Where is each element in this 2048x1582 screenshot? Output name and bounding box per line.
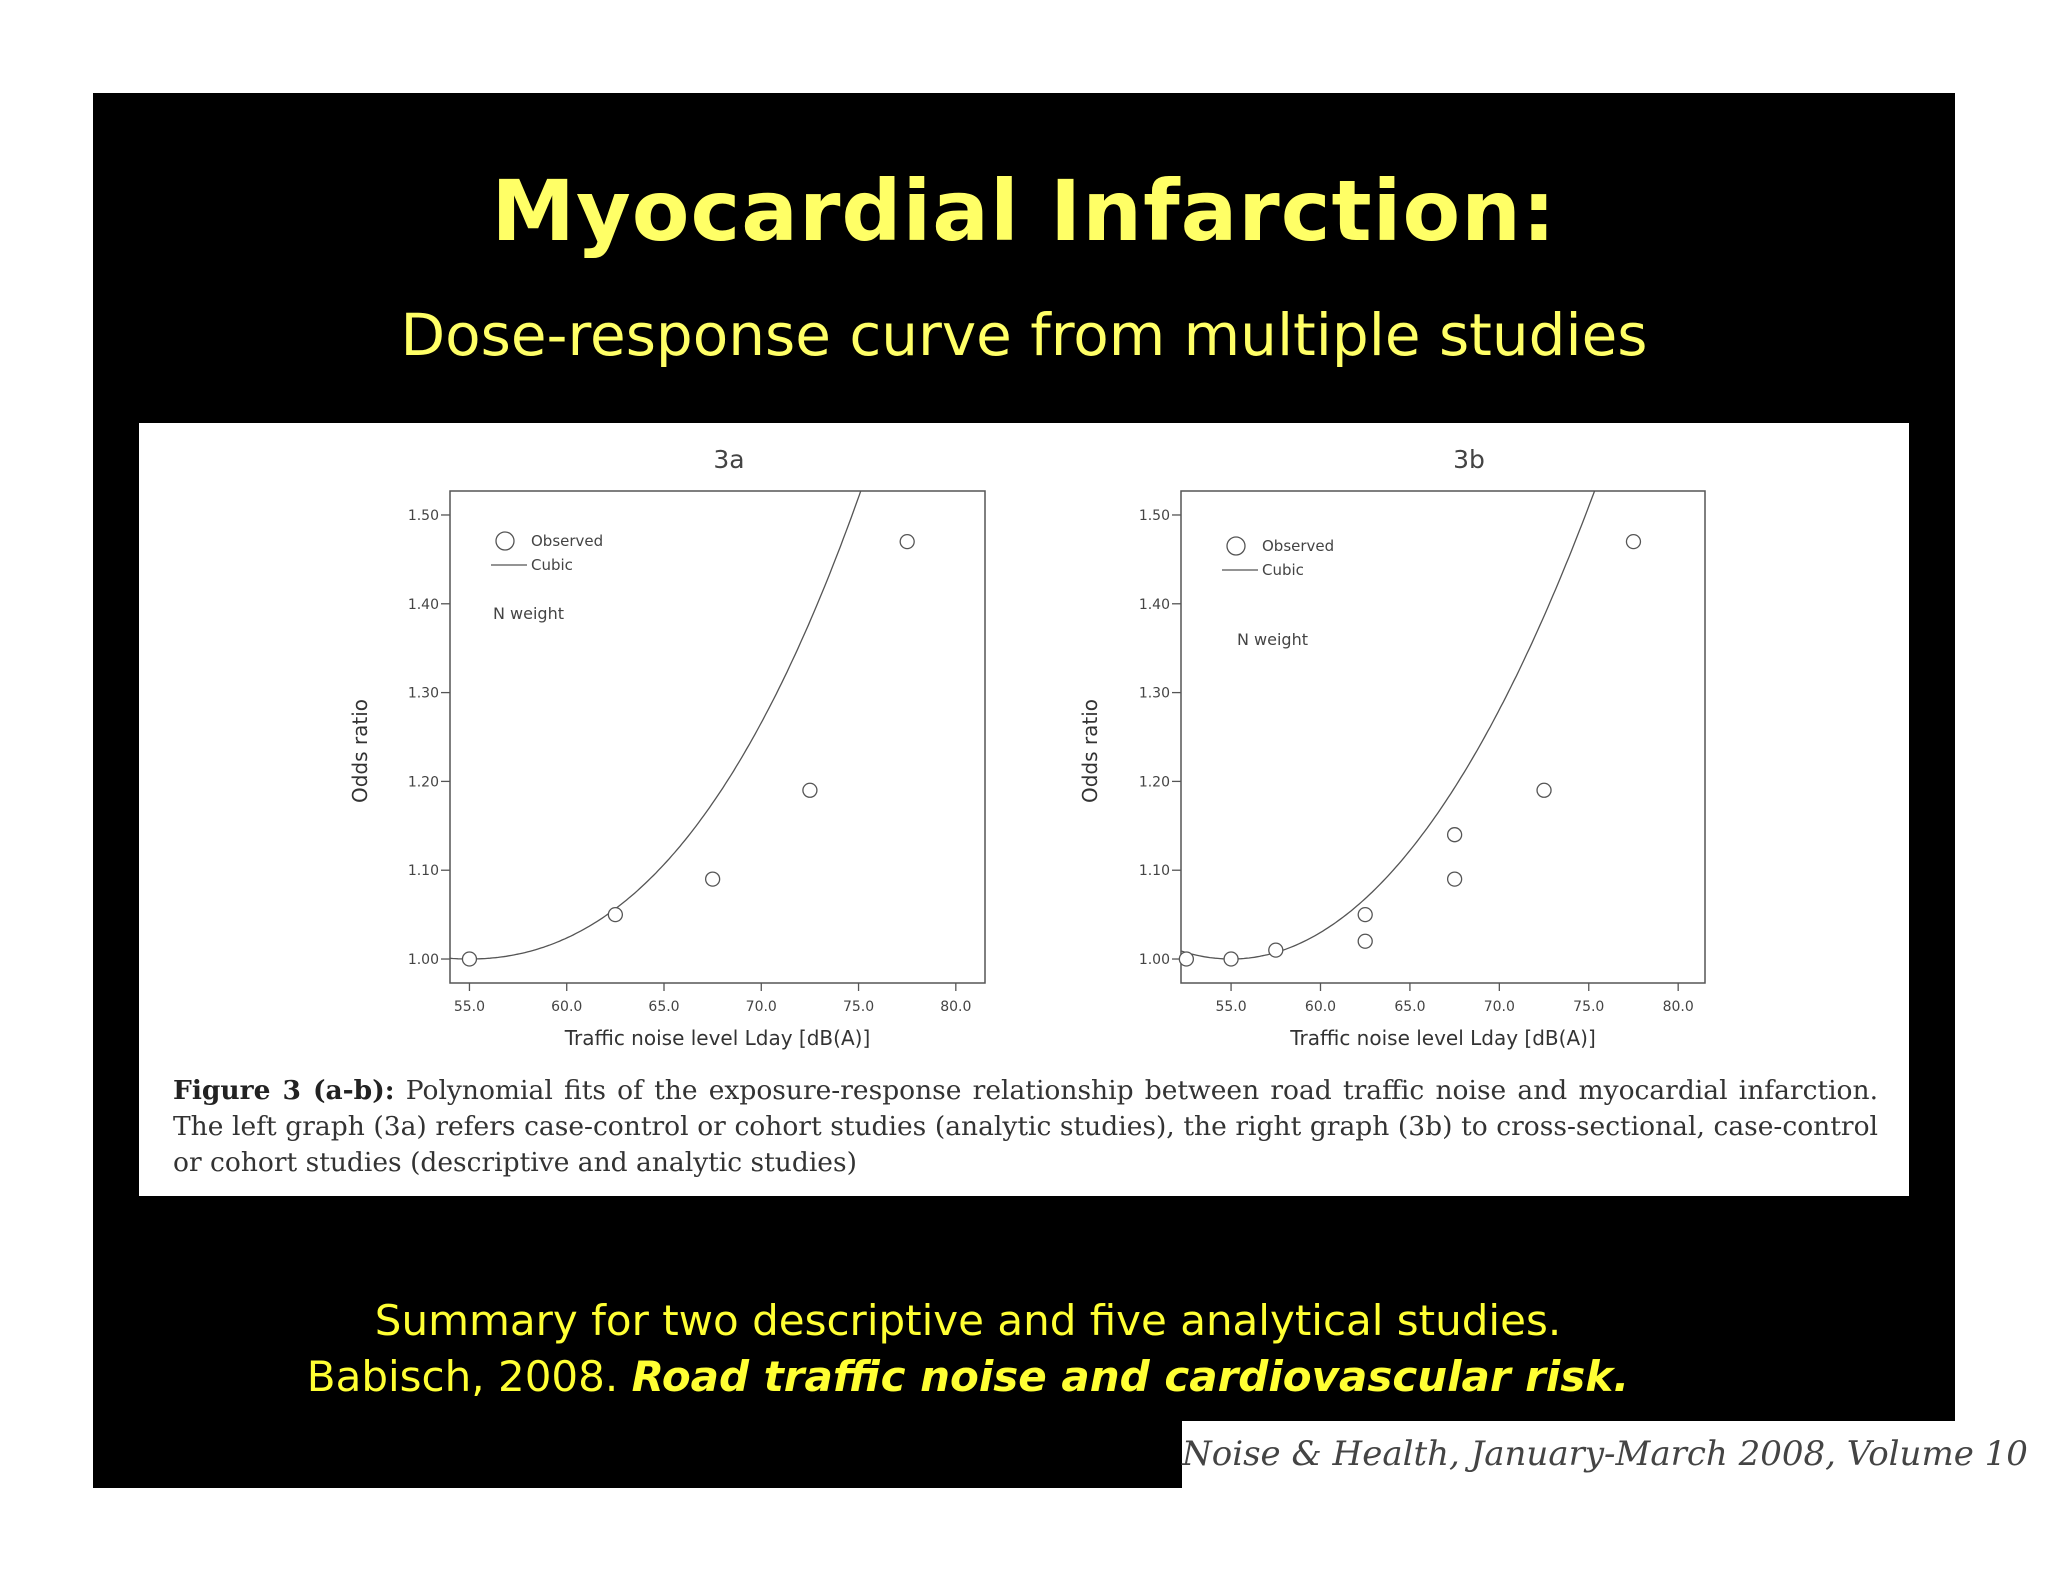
y-tick-label: 1.20: [1139, 774, 1170, 790]
y-axis-label-1: Odds ratio: [348, 699, 372, 803]
y-tick-label: 1.40: [408, 597, 439, 613]
chart-title-1: 3a: [713, 445, 744, 474]
legend-observed-label: Observed: [531, 532, 603, 550]
slide: Myocardial Infarction: Dose-response cur…: [93, 93, 2028, 1488]
y-tick-label: 1.40: [1139, 597, 1170, 613]
y-tick-label: 1.30: [1139, 686, 1170, 702]
plot-frame-2: [1180, 490, 1706, 984]
observed-point: [1268, 942, 1284, 958]
slide-title: Myocardial Infarction:: [491, 162, 1557, 260]
cubic-fit-curve-1: [450, 491, 862, 960]
x-tick-label: 80.0: [1663, 999, 1694, 1015]
observed-point: [461, 951, 478, 967]
observed-point: [607, 906, 624, 923]
x-tick-label: 55.0: [454, 999, 485, 1015]
observed-point: [1357, 933, 1373, 949]
cubic-fit-curve-2: [1181, 491, 1596, 960]
n-weight-annotation: N weight: [1237, 630, 1308, 649]
y-tick-label: 1.00: [1139, 952, 1170, 968]
observed-point: [1357, 906, 1373, 923]
observed-point: [1625, 533, 1642, 550]
x-tick-label: 75.0: [1573, 999, 1604, 1015]
x-tick-label: 70.0: [1484, 999, 1515, 1015]
n-weight-annotation: N weight: [493, 604, 564, 623]
y-tick-label: 1.00: [408, 952, 439, 968]
x-axis-label-2: Traffic noise level Lday [dB(A)]: [1289, 1026, 1596, 1050]
citation-title: Road traffic noise and cardiovascular ri…: [631, 1352, 1630, 1401]
y-tick-label: 1.50: [408, 508, 439, 524]
figure-caption: Figure 3 (a-b): Polynomial fits of the e…: [173, 1073, 1878, 1181]
x-tick-label: 60.0: [551, 999, 582, 1015]
summary-line-2: Babisch, 2008. Road traffic noise and ca…: [93, 1349, 1843, 1405]
observed-point: [1446, 871, 1463, 887]
x-tick-label: 80.0: [940, 999, 971, 1015]
observed-point: [1223, 951, 1239, 967]
y-tick-label: 1.50: [1139, 508, 1170, 524]
citation-author: Babisch, 2008.: [306, 1352, 619, 1401]
x-tick-label: 70.0: [746, 999, 777, 1015]
caption-label: Figure 3 (a-b):: [173, 1075, 395, 1106]
y-tick-label: 1.20: [408, 774, 439, 790]
slide-subtitle: Dose-response curve from multiple studie…: [400, 301, 1648, 369]
observed-point: [1178, 951, 1195, 967]
summary: Summary for two descriptive and five ana…: [93, 1293, 1843, 1405]
legend-observed-marker: [1226, 536, 1246, 556]
observed-point: [802, 782, 818, 798]
y-tick-label: 1.10: [1139, 863, 1170, 879]
legend-cubic-label: Cubic: [531, 556, 573, 574]
chart-title-2: 3b: [1453, 445, 1485, 474]
caption-text: Polynomial fits of the exposure-response…: [173, 1075, 1878, 1178]
figure-panel: 3a 1.00 1.10 1.20 1.30 1.40 1.50 55.0 60.0 65.0 70…: [139, 423, 1909, 1196]
x-tick-label: 75.0: [843, 999, 874, 1015]
figure-charts: 3a 1.00 1.10 1.20 1.30 1.40 1.50 55.0 60.0 65.0 70…: [348, 445, 1706, 1050]
x-tick-label: 55.0: [1215, 999, 1246, 1015]
x-tick-label: 65.0: [1394, 999, 1425, 1015]
legend-cubic-label: Cubic: [1262, 561, 1304, 579]
journal-reference: Noise & Health, January-March 2008, Volu…: [1182, 1421, 2028, 1488]
y-axis-label-2: Odds ratio: [1078, 699, 1102, 803]
observed-point: [704, 871, 721, 887]
legend-observed-label: Observed: [1262, 537, 1334, 555]
x-axis-label-1: Traffic noise level Lday [dB(A)]: [564, 1026, 871, 1050]
plot-frame-1: [449, 490, 986, 984]
legend-observed-marker: [495, 531, 515, 551]
x-tick-label: 65.0: [648, 999, 679, 1015]
observed-point: [899, 533, 915, 550]
x-tick-label: 60.0: [1305, 999, 1336, 1015]
observed-point: [1446, 827, 1463, 843]
summary-line-1: Summary for two descriptive and five ana…: [374, 1296, 1562, 1345]
y-tick-label: 1.30: [408, 686, 439, 702]
y-tick-label: 1.10: [408, 863, 439, 879]
observed-point: [1536, 782, 1552, 798]
